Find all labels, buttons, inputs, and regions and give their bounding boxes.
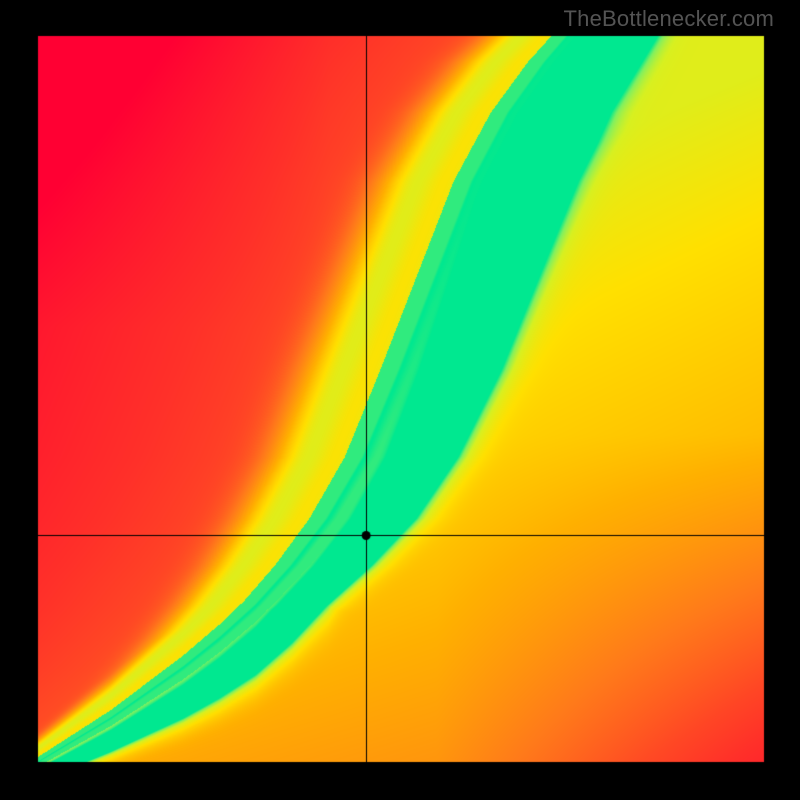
chart-container: TheBottlenecker.com — [0, 0, 800, 800]
bottleneck-heatmap — [0, 0, 800, 800]
watermark-text: TheBottlenecker.com — [564, 6, 774, 32]
